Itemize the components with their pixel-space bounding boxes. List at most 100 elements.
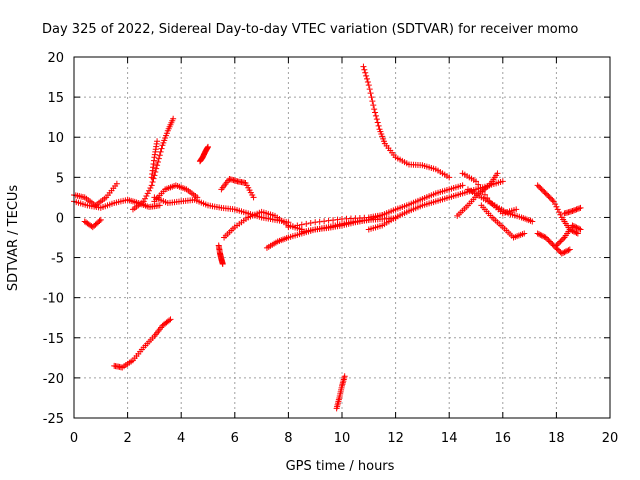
data-point <box>375 122 382 129</box>
series-arc-06 <box>148 138 161 181</box>
x-tick-label: 0 <box>70 431 78 446</box>
data-point <box>156 152 163 159</box>
data-point <box>558 237 565 244</box>
data-point <box>374 119 381 126</box>
data-point <box>565 247 572 254</box>
y-tick-label: -10 <box>43 292 64 307</box>
data-point <box>481 191 488 198</box>
series-arc-07 <box>151 182 201 205</box>
data-point <box>321 218 328 225</box>
x-tick-label: 14 <box>441 431 458 446</box>
data-point <box>477 185 484 192</box>
data-point <box>573 229 580 236</box>
data-point <box>538 232 545 239</box>
series-arc-23 <box>534 230 573 257</box>
data-point <box>535 231 542 238</box>
data-point <box>554 241 561 248</box>
data-point <box>330 217 337 224</box>
y-tick-label: -25 <box>43 412 64 427</box>
data-point <box>545 193 552 200</box>
data-point <box>298 221 305 228</box>
data-point <box>289 223 296 230</box>
data-point <box>362 69 369 76</box>
data-point <box>365 82 372 89</box>
data-point <box>574 230 581 237</box>
x-tick-label: 10 <box>334 431 351 446</box>
data-point <box>549 241 556 248</box>
data-point <box>542 190 549 197</box>
data-point <box>570 207 577 214</box>
data-point <box>513 206 520 213</box>
data-point <box>537 185 544 192</box>
data-point <box>544 235 551 242</box>
data-point <box>541 189 548 196</box>
data-point <box>554 206 561 213</box>
data-point <box>540 233 546 240</box>
y-tick-label: 5 <box>56 171 64 186</box>
data-point <box>548 195 555 202</box>
series-arc-25 <box>553 222 584 249</box>
series-arc-02 <box>71 180 120 209</box>
data-point <box>557 211 564 218</box>
data-point <box>576 225 583 232</box>
data-point <box>572 229 579 236</box>
data-point <box>534 182 541 189</box>
data-point <box>158 145 165 152</box>
series-arc-11 <box>218 175 257 201</box>
data-point <box>556 247 563 254</box>
data-point <box>364 79 371 86</box>
data-point <box>569 222 576 229</box>
y-tick-label: 15 <box>47 91 64 106</box>
data-point <box>367 90 374 97</box>
data-point <box>219 260 226 267</box>
data-point <box>155 155 162 162</box>
x-tick-label: 16 <box>495 431 512 446</box>
data-point <box>546 194 553 201</box>
series-arc-05 <box>129 115 177 213</box>
x-tick-labels: 0 2 4 6 8 10 12 14 16 18 20 <box>70 431 618 446</box>
series-arc-09 <box>196 143 211 165</box>
y-tick-labels: -25 -20 -15 -10 -5 0 5 10 15 20 <box>43 51 64 427</box>
data-point <box>285 224 292 231</box>
series-arc-10 <box>215 242 226 267</box>
x-tick-label: 8 <box>284 431 292 446</box>
x-tick-label: 4 <box>177 431 185 446</box>
data-point <box>572 206 579 213</box>
data-point <box>147 185 154 192</box>
data-point <box>360 63 367 70</box>
data-point <box>475 181 482 188</box>
y-tick-label: 10 <box>47 131 64 146</box>
series-arc-15 <box>298 182 466 235</box>
data-point <box>564 247 571 254</box>
data-point <box>577 226 584 233</box>
data-point <box>574 225 581 232</box>
data-point <box>372 112 379 119</box>
series-arc-17 <box>360 63 453 181</box>
data-point <box>154 138 161 145</box>
y-tick-label: -5 <box>51 252 64 267</box>
data-point <box>554 246 561 253</box>
data-point <box>303 220 310 227</box>
data-point <box>446 174 453 181</box>
data-point <box>552 201 559 208</box>
data-point <box>499 178 506 185</box>
data-point <box>373 116 380 123</box>
data-point <box>534 230 541 237</box>
data-point <box>149 179 156 186</box>
y-tick-label: -20 <box>43 372 64 387</box>
data-point <box>372 109 379 116</box>
data-point <box>334 216 341 223</box>
data-point <box>537 231 544 238</box>
series-arc-20 <box>459 170 520 217</box>
data-point <box>371 106 378 113</box>
data-point <box>566 246 573 253</box>
series-arc-18 <box>365 178 506 233</box>
data-point <box>148 182 155 189</box>
data-point <box>316 218 323 225</box>
data-point <box>250 194 257 201</box>
series-arc-08 <box>151 194 292 226</box>
series-arc-03 <box>81 216 104 231</box>
data-point <box>494 170 501 177</box>
y-axis-title: SDTVAR / TECUs <box>6 185 21 292</box>
